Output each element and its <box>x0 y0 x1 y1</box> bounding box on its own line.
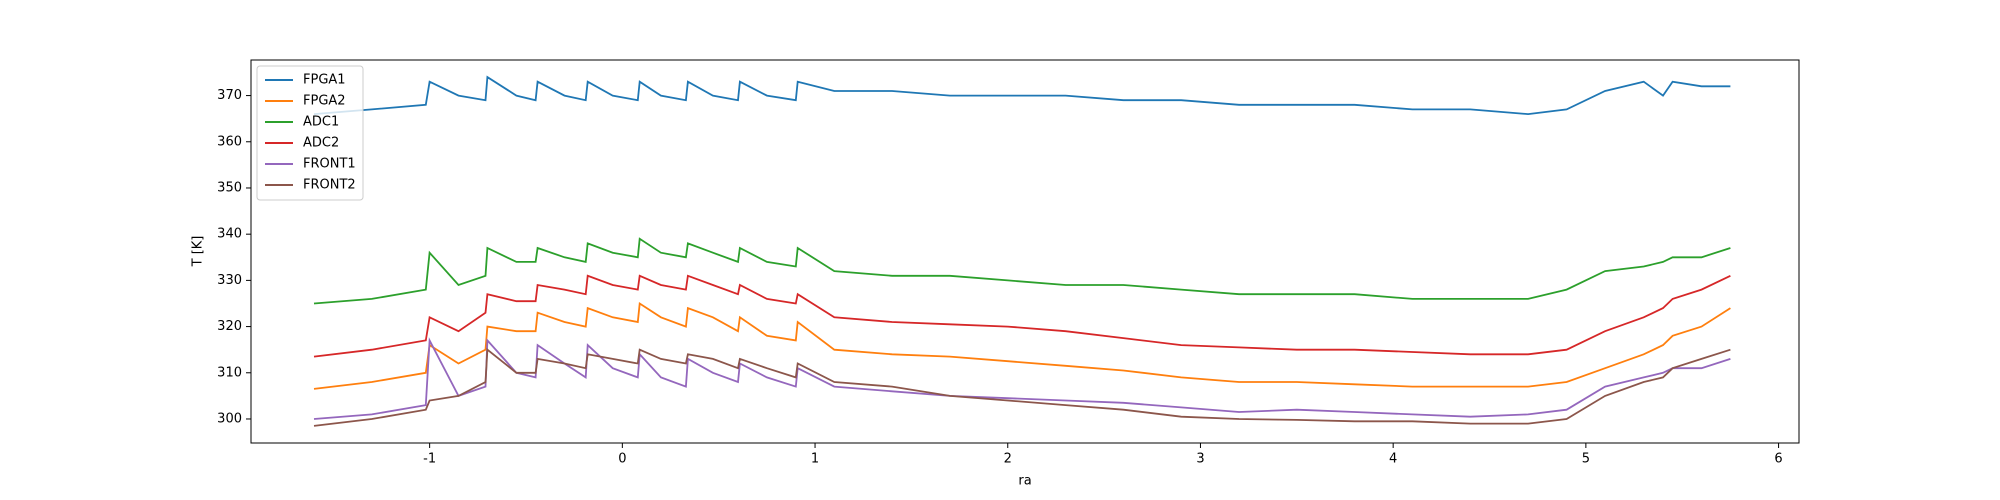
series-line <box>313 337 1731 420</box>
y-tick-label: 320 <box>217 319 242 334</box>
x-tick-label: 6 <box>1774 452 1782 467</box>
y-tick-label: 370 <box>217 88 242 103</box>
y-tick-label: 360 <box>217 134 242 149</box>
legend-label: FPGA2 <box>303 94 346 109</box>
legend-label: ADC1 <box>303 115 339 130</box>
x-axis-label: ra <box>1018 474 1031 489</box>
y-axis-label: T [K] <box>191 236 206 268</box>
x-tick-label: 1 <box>811 452 819 467</box>
series-line <box>313 237 1731 305</box>
legend-label: FPGA1 <box>303 73 346 88</box>
x-tick-label: 3 <box>1196 452 1204 467</box>
y-tick-label: 300 <box>217 411 242 426</box>
legend-label: ADC2 <box>303 136 339 151</box>
y-tick-label: 350 <box>217 180 242 195</box>
x-tick-label: 5 <box>1582 452 1590 467</box>
series-line <box>313 274 1731 358</box>
x-tick-label: 4 <box>1389 452 1397 467</box>
y-tick-label: 310 <box>217 365 242 380</box>
y-tick-label: 330 <box>217 273 242 288</box>
plot-frame <box>250 59 1800 444</box>
legend-label: FRONT1 <box>303 157 356 172</box>
legend-box <box>256 65 364 201</box>
x-tick-label: -1 <box>423 452 436 467</box>
x-tick-label: 0 <box>618 452 626 467</box>
series-line <box>313 75 1731 116</box>
x-tick-label: 2 <box>1004 452 1012 467</box>
legend-label: FRONT2 <box>303 178 356 193</box>
series-line <box>313 301 1731 390</box>
legend: FPGA1 FPGA2 ADC1 ADC2 FRONT1 FRONT2 <box>256 65 364 201</box>
series-line <box>313 347 1731 427</box>
y-tick-label: 340 <box>217 227 242 242</box>
